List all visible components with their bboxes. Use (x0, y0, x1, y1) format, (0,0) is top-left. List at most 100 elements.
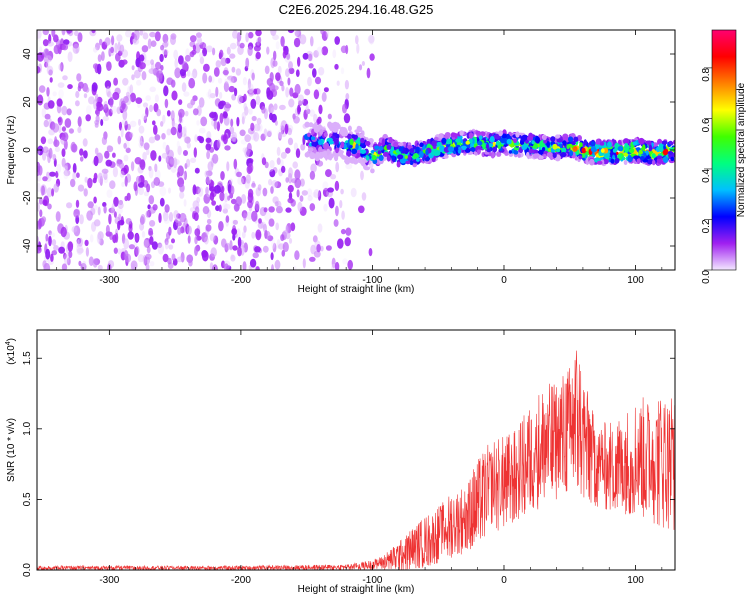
spectrogram-cell (93, 155, 99, 167)
spectrogram-cell (79, 148, 84, 156)
spectrogram-cell (149, 86, 156, 93)
spectrogram-cell (77, 184, 85, 192)
spectrogram-cell (192, 44, 196, 51)
spectrogram-cell (162, 253, 169, 263)
spectrogram-cell (550, 136, 556, 142)
spectrogram-cell (513, 138, 518, 143)
spectrogram-cell (47, 203, 52, 210)
spectrogram-cell (257, 88, 261, 95)
spectrogram-cell (267, 166, 274, 172)
spectrogram-cell (340, 141, 345, 148)
spectrogram-cell (231, 66, 236, 73)
spectrogram-cell (367, 34, 375, 44)
spectrogram-cell (154, 94, 159, 103)
spectrogram-cell (146, 183, 151, 193)
spectrogram-cell (48, 69, 53, 76)
spectrogram-cell (58, 246, 65, 254)
spectrogram-cell (526, 151, 530, 158)
spectrogram-cell (505, 133, 510, 139)
y-tick-label: 20 (22, 96, 33, 108)
spectrogram-cell (88, 256, 94, 267)
spectrogram-cell (202, 47, 208, 57)
spectrogram-cell (340, 67, 345, 75)
spectrogram-cell (339, 200, 343, 209)
spectrogram-cell (270, 186, 274, 194)
spectrogram-cell (205, 137, 212, 143)
spectrogram-cell (255, 95, 261, 105)
spectrogram-cell (162, 114, 166, 124)
spectrogram-cell (161, 152, 168, 159)
spectrogram-cell (97, 63, 102, 75)
spectrogram-cell (61, 148, 66, 158)
spectrogram-cell (39, 46, 43, 53)
spectrogram-cell (651, 159, 656, 166)
spectrogram-cell (347, 259, 354, 270)
spectrogram-cell (230, 76, 238, 83)
spectrogram-cell (368, 160, 374, 169)
spectrogram-cell (309, 203, 316, 212)
spectrogram-cell (344, 157, 351, 165)
spectrogram-cell (344, 79, 349, 90)
spectrogram-cell (302, 258, 306, 269)
spectrogram-cell (129, 84, 134, 94)
spectrogram-cell (154, 163, 158, 173)
spectrogram-cell (583, 139, 587, 146)
spectrogram-cell (662, 156, 669, 164)
spectrogram-cell (377, 150, 382, 155)
y-tick-label: -20 (22, 190, 33, 205)
spectrogram-cell (596, 160, 603, 165)
spectrogram-cell (361, 61, 365, 66)
spectrogram-cell (307, 76, 312, 87)
spectrogram-cell (215, 60, 221, 68)
spectrogram-cell (295, 148, 301, 159)
spectrogram-cell (61, 105, 68, 116)
spectrogram-cell (446, 138, 451, 145)
spectrogram-cell (253, 45, 261, 52)
spectrogram-cell (109, 96, 114, 108)
spectrogram-cell (253, 88, 258, 95)
spectrogram-cell (632, 141, 638, 146)
spectrogram-cell (157, 243, 164, 255)
spectrogram-cell (186, 225, 192, 235)
spectrogram-cell (37, 31, 42, 42)
spectrogram-cell (194, 134, 198, 143)
spectrogram-cell (164, 98, 169, 109)
spectrogram-cell (642, 144, 646, 152)
spectrogram-cell (610, 158, 615, 164)
spectrogram-cell (84, 239, 89, 247)
spectrogram-cell (292, 161, 299, 169)
spectrogram-cell (246, 142, 252, 153)
spectrogram-cell (184, 54, 191, 62)
spectrogram-cell (313, 250, 321, 258)
spectrogram-cell (164, 40, 169, 47)
spectrogram-cell (369, 53, 375, 61)
spectrogram-cell (63, 253, 70, 265)
x-tick-label: 0 (501, 575, 507, 586)
spectrogram-cell (220, 171, 225, 181)
spectrogram-cell (37, 52, 44, 62)
spectrogram-cell (241, 175, 247, 185)
spectrogram-cell (163, 214, 171, 224)
spectrogram-cell (186, 69, 191, 77)
spectrogram-cell (38, 85, 46, 93)
spectrogram-cell (317, 124, 322, 129)
spectrogram-cell (187, 235, 191, 244)
spectrogram-cell (172, 157, 178, 169)
spectrogram-cell (374, 145, 380, 150)
spectrogram-cell (218, 221, 224, 232)
spectrogram-cell (223, 192, 229, 203)
spectrogram-cell (174, 67, 181, 79)
spectrogram-cell (42, 30, 49, 36)
spectrogram-cell (183, 125, 187, 137)
spectrogram-cell (158, 155, 162, 162)
spectrogram-cell (56, 98, 63, 107)
spectrogram-cell (245, 174, 251, 184)
spectrogram-cell (562, 140, 567, 146)
spectrogram-cell (412, 145, 417, 150)
spectrogram-cell (242, 77, 247, 86)
spectrogram-cell (127, 231, 134, 240)
spectrogram-cell (141, 71, 147, 81)
spectrogram-cell (196, 135, 203, 142)
spectrogram-cell (490, 151, 495, 159)
spectrogram-cell (97, 206, 101, 216)
